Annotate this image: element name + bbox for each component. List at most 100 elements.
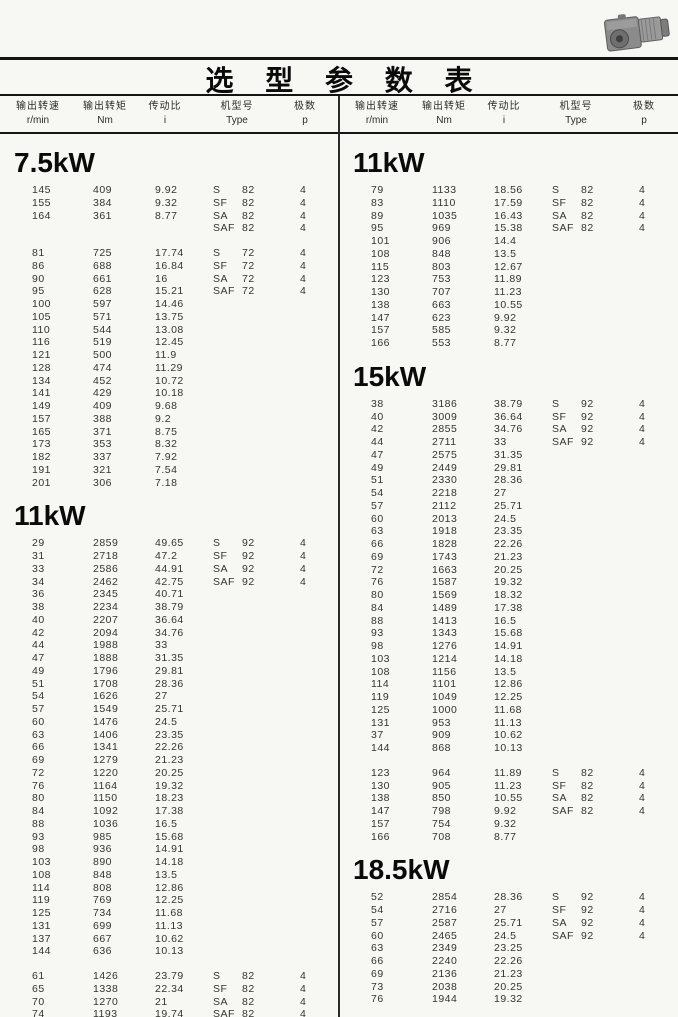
cell-torque: 1036 [93, 817, 119, 830]
cell-poles: 4 [300, 196, 307, 209]
column-header-torque: 输出转矩 Nm [67, 100, 143, 128]
cell-size [242, 945, 300, 958]
column-header-speed: 输出转速 r/min [339, 100, 415, 128]
cell-poles [300, 792, 339, 805]
cell-size: 72 [242, 285, 255, 298]
cell-type: SA [213, 995, 229, 1008]
cell-speed: 40 [32, 613, 45, 626]
cell-type [552, 602, 581, 615]
cell-ratio: 10.62 [155, 932, 184, 945]
column-header-unit: r/min [365, 115, 389, 126]
table-row: 60 2013 24.5 [371, 513, 678, 526]
cell-speed: 84 [32, 805, 45, 817]
cell-speed: 66 [371, 538, 384, 550]
cell-torque: 868 [432, 742, 452, 754]
cell-poles: 4 [300, 209, 307, 222]
cell-type: S [213, 537, 221, 550]
row-group: 81 725 17.74 S 72 4 86 688 16.84 SF 72 4 90 661 16 SA 72… [0, 247, 339, 489]
cell-poles [300, 703, 339, 716]
column-header-unit: Nm [97, 115, 113, 126]
cell-torque: 2240 [432, 955, 458, 967]
cell-poles [639, 576, 678, 589]
cell-size [581, 742, 639, 755]
cell-torque: 2587 [432, 916, 458, 929]
cell-speed: 166 [371, 830, 391, 843]
cell-ratio: 16.5 [155, 817, 178, 830]
table-row: 144 868 10.13 [371, 742, 678, 755]
cell-speed: 65 [32, 982, 45, 995]
cell-size [242, 375, 300, 388]
cell-size: 82 [242, 222, 255, 235]
table-row: 51 2330 28.36 [371, 474, 678, 487]
cell-torque: 1341 [93, 741, 119, 754]
cell-poles [639, 717, 678, 730]
cell-speed: 103 [371, 652, 391, 665]
cell-speed: 138 [371, 298, 391, 311]
cell-size [242, 831, 300, 844]
cell-size: 82 [242, 995, 255, 1008]
column-header-label: 极数 [633, 101, 655, 112]
cell-size: 92 [581, 397, 594, 410]
cell-torque: 409 [93, 184, 113, 196]
table-row: 42 2094 34.76 [32, 627, 339, 640]
cell-size [581, 968, 639, 981]
cell-ratio: 23.35 [155, 728, 184, 741]
cell-ratio: 17.59 [494, 196, 523, 209]
cell-poles [639, 474, 678, 487]
cell-poles: 4 [639, 766, 646, 779]
table-row: 76 1164 19.32 [32, 780, 339, 793]
row-group: 79 1133 18.56 S 82 4 83 1110 17.59 SF 82 4 89 1035 16.… [339, 184, 678, 350]
cell-ratio: 9.32 [155, 196, 178, 209]
cell-poles: 4 [639, 436, 646, 448]
cell-torque: 808 [93, 881, 113, 894]
column-header-type: 机型号 Type [199, 100, 275, 128]
cell-type [552, 981, 581, 994]
cell-ratio: 11.13 [155, 919, 183, 932]
cell-speed: 155 [32, 196, 52, 209]
cell-speed: 191 [32, 463, 52, 476]
cell-type [552, 640, 581, 653]
cell-poles [639, 589, 678, 602]
cell-ratio: 38.79 [155, 601, 184, 613]
cell-poles [300, 894, 339, 907]
table-row: 33 2586 44.91 SA 92 4 [32, 563, 339, 576]
cell-speed: 119 [32, 894, 51, 907]
table-row: 157 754 9.32 [371, 818, 678, 831]
cell-type: S [213, 970, 221, 982]
cell-size [581, 615, 639, 628]
gearmotor-photo-icon [594, 4, 674, 56]
cell-ratio: 17.74 [155, 247, 184, 259]
cell-speed: 57 [371, 916, 384, 929]
cell-size [242, 690, 300, 703]
cell-ratio: 8.77 [155, 209, 178, 222]
column-header-unit: Type [565, 115, 587, 126]
cell-size [242, 387, 300, 400]
cell-poles [639, 500, 678, 513]
cell-size [242, 869, 300, 882]
cell-ratio: 11.13 [494, 716, 522, 729]
cell-size [242, 856, 300, 869]
cell-type: SAF [552, 436, 574, 448]
cell-ratio: 23.25 [494, 942, 523, 955]
table-row: 98 1276 14.91 [371, 640, 678, 653]
cell-speed: 89 [371, 209, 384, 222]
cell-torque: 306 [93, 476, 113, 489]
cell-type [213, 627, 242, 640]
cell-size [581, 286, 639, 299]
cell-torque: 2859 [93, 537, 119, 550]
table-row: 114 808 12.86 [32, 882, 339, 895]
cell-poles [639, 513, 678, 526]
column-header-poles: 极数 p [267, 100, 343, 128]
cell-torque: 519 [93, 336, 113, 349]
cell-speed: 165 [32, 425, 52, 438]
cell-speed: 125 [371, 703, 391, 716]
cell-size: 92 [581, 916, 594, 929]
table-row: 74 1193 19.74 SAF 82 4 [32, 1008, 339, 1017]
cell-poles [639, 993, 678, 1006]
cell-ratio: 12.86 [494, 678, 523, 691]
table-row: 40 2207 36.64 [32, 614, 339, 627]
cell-poles [639, 640, 678, 653]
cell-speed: 79 [371, 184, 384, 196]
table-row: 73 2038 20.25 [371, 981, 678, 994]
cell-ratio: 11.68 [155, 907, 183, 919]
